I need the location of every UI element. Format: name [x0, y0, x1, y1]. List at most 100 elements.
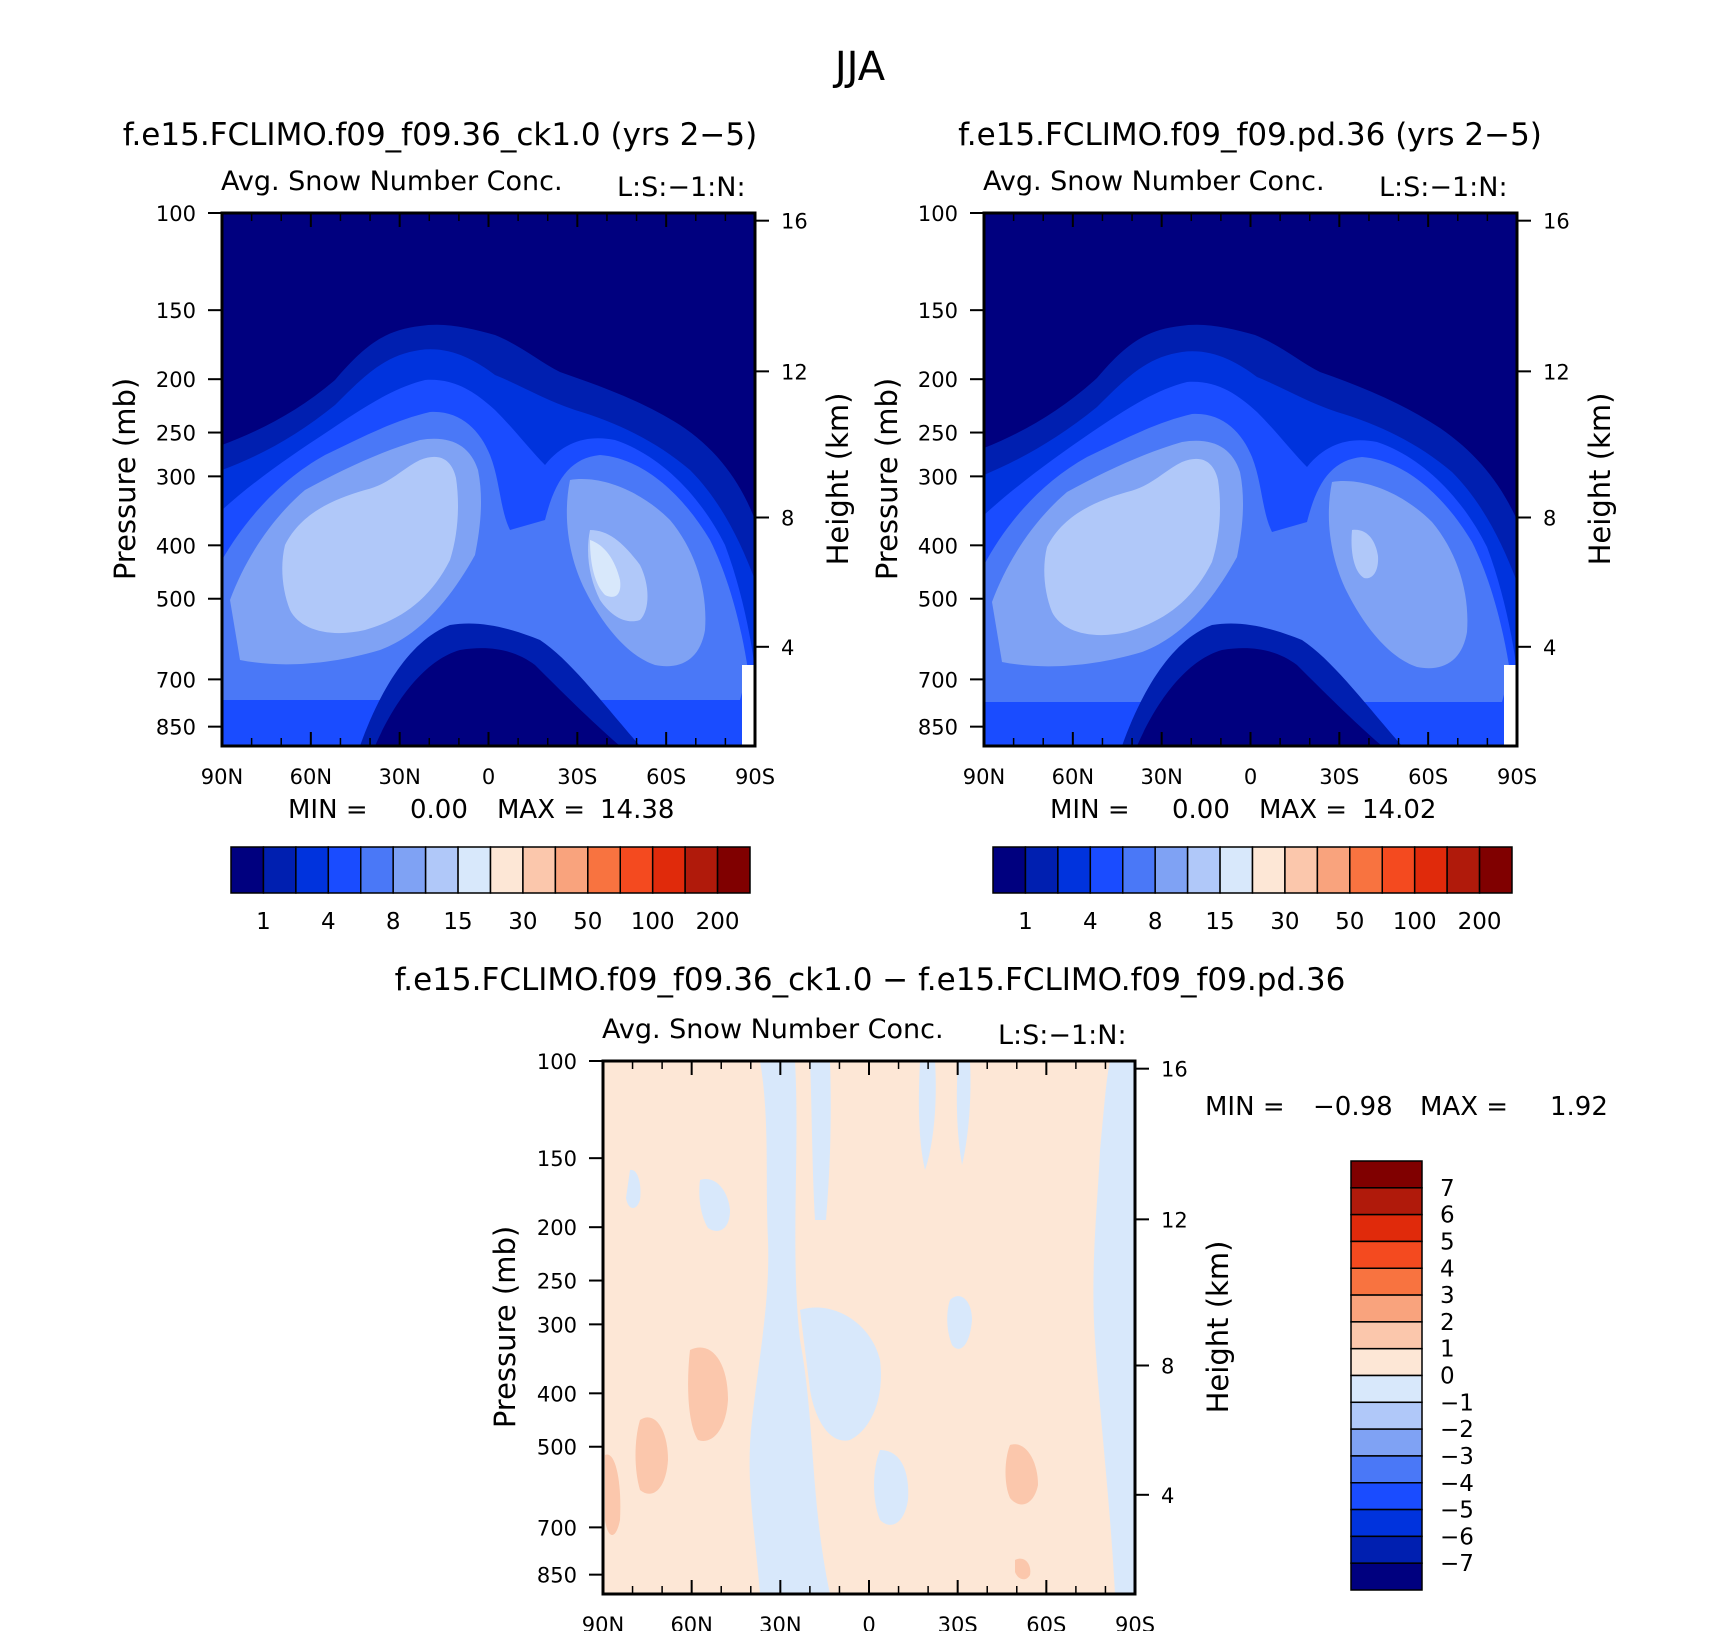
panel-1-min-label: MIN =	[288, 795, 368, 825]
y2-tick-label: 4	[1161, 1484, 1174, 1508]
colorbar-label: 8	[386, 909, 401, 935]
colorbar-swatch	[1350, 1187, 1423, 1216]
y-tick-label: 150	[537, 1147, 577, 1171]
colorbar-swatch	[1446, 846, 1481, 894]
colorbar-swatch	[1350, 1267, 1423, 1296]
panel-2-min-label: MIN =	[1050, 795, 1130, 825]
colorbar-label: 5	[1440, 1229, 1455, 1255]
x-tick-label: 30S	[1319, 765, 1359, 789]
x-tick-label: 30N	[378, 765, 420, 789]
x-tick-label: 60S	[646, 765, 686, 789]
panel-1-ylabel: Pressure (mb)	[108, 378, 142, 580]
panel-1-title: f.e15.FCLIMO.f09_f09.36_ck1.0 (yrs 2−5)	[123, 117, 757, 153]
colorbar-label: 100	[1393, 909, 1437, 935]
colorbar-swatch	[619, 846, 654, 894]
colorbar-swatch	[1381, 846, 1416, 894]
panel-3-negative-band-8	[947, 1296, 972, 1349]
y-tick-label: 100	[156, 202, 196, 226]
panel-2-subtitle: Avg. Snow Number Conc.	[983, 166, 1325, 197]
colorbar-swatch	[992, 846, 1027, 894]
panel-2-surface-core	[1137, 648, 1382, 746]
colorbar-label: 15	[1205, 909, 1234, 935]
colorbar-swatch	[1350, 1401, 1423, 1430]
colorbar-label: 1	[1440, 1337, 1455, 1363]
panel-3-subtitle: Avg. Snow Number Conc.	[602, 1014, 944, 1045]
y-tick-label: 200	[918, 368, 958, 392]
colorbar-swatch	[1478, 846, 1513, 894]
panel-3-max-value: 1.92	[1550, 1092, 1608, 1122]
panel-2-max-label: MAX =	[1259, 795, 1347, 825]
panel-3-negative-band-1	[800, 1307, 881, 1441]
colorbar-swatch	[489, 846, 524, 894]
colorbar-label: 4	[321, 909, 336, 935]
panel-1-colorbar: 1 4 8 15 30 50 100 200	[230, 846, 751, 935]
colorbar-swatch	[1349, 846, 1383, 894]
colorbar-swatch	[457, 846, 492, 894]
colorbar-label: 200	[696, 909, 740, 935]
y-tick-label: 250	[156, 422, 196, 446]
x-tick-label: 30S	[557, 765, 597, 789]
y-tick-label: 700	[918, 668, 958, 692]
panel-3-negative-band-2	[810, 1061, 831, 1220]
colorbar-swatch	[1350, 1482, 1423, 1511]
colorbar-label: −4	[1440, 1471, 1474, 1497]
panel-3-negative-band-0	[749, 1061, 830, 1594]
colorbar-swatch	[1350, 1160, 1423, 1189]
colorbar-swatch	[230, 846, 265, 894]
panel-3-negative-band-5	[699, 1179, 730, 1231]
colorbar-swatch	[1057, 846, 1092, 894]
y-tick-label: 850	[918, 716, 958, 740]
panel-2-max-value: 14.02	[1362, 795, 1436, 825]
colorbar-swatch	[1251, 846, 1286, 894]
x-tick-label: 0	[862, 1613, 875, 1631]
colorbar-label: −6	[1440, 1524, 1474, 1550]
colorbar-label: 30	[508, 909, 537, 935]
colorbar-swatch	[327, 846, 362, 894]
panel-2: f.e15.FCLIMO.f09_f09.pd.36 (yrs 2−5) Avg…	[870, 117, 1617, 935]
x-tick-label: 60N	[1052, 765, 1094, 789]
panel-2-title: f.e15.FCLIMO.f09_f09.pd.36 (yrs 2−5)	[958, 117, 1542, 153]
y-tick-label: 250	[918, 422, 958, 446]
y2-tick-label: 12	[781, 360, 808, 384]
y-tick-label: 700	[537, 1516, 577, 1540]
x-tick-label: 90N	[201, 765, 243, 789]
y-tick-label: 100	[918, 202, 958, 226]
colorbar-swatch	[1350, 1428, 1423, 1457]
panel-3-title: f.e15.FCLIMO.f09_f09.36_ck1.0 − f.e15.FC…	[395, 962, 1346, 998]
panel-1-axis-labels: 90N 60N 30N 0 30S 60S 90S 100 150 200 250 300 400 500…	[156, 202, 808, 789]
y-tick-label: 400	[156, 534, 196, 558]
colorbar-label: −1	[1440, 1390, 1474, 1416]
colorbar-swatch	[392, 846, 427, 894]
y-tick-label: 200	[537, 1216, 577, 1240]
colorbar-label: 100	[631, 909, 675, 935]
y-tick-label: 200	[156, 368, 196, 392]
panel-2-field	[984, 213, 1517, 746]
colorbar-label: 3	[1440, 1283, 1455, 1309]
panel-2-axis-labels: 90N 60N 30N 0 30S 60S 90S 100 150 200 250 300 400 500…	[918, 202, 1570, 789]
x-tick-label: 90S	[735, 765, 775, 789]
y-tick-label: 400	[537, 1382, 577, 1406]
x-tick-label: 60N	[290, 765, 332, 789]
panel-3: f.e15.FCLIMO.f09_f09.36_ck1.0 − f.e15.FC…	[395, 962, 1608, 1631]
colorbar-label: 8	[1148, 909, 1163, 935]
figure-title: JJA	[832, 44, 886, 90]
x-tick-label: 90S	[1115, 1613, 1155, 1631]
panel-3-ylabel: Pressure (mb)	[488, 1226, 522, 1428]
colorbar-label: −3	[1440, 1444, 1474, 1470]
panel-3-negative-band-6	[626, 1169, 641, 1209]
colorbar-swatch	[1089, 846, 1124, 894]
y2-tick-label: 4	[1543, 636, 1556, 660]
y-tick-label: 300	[156, 465, 196, 489]
x-tick-label: 60S	[1408, 765, 1448, 789]
y2-tick-label: 4	[781, 636, 794, 660]
panel-2-ylabel: Pressure (mb)	[870, 378, 904, 580]
panel-1-max-label: MAX =	[497, 795, 585, 825]
y2-tick-label: 12	[1543, 360, 1570, 384]
panel-3-positive-band-0	[688, 1347, 728, 1441]
colorbar-label: 7	[1440, 1176, 1455, 1202]
panel-1-contour-level-6	[282, 456, 648, 634]
colorbar-swatch	[360, 846, 394, 894]
y-tick-label: 300	[537, 1313, 577, 1337]
